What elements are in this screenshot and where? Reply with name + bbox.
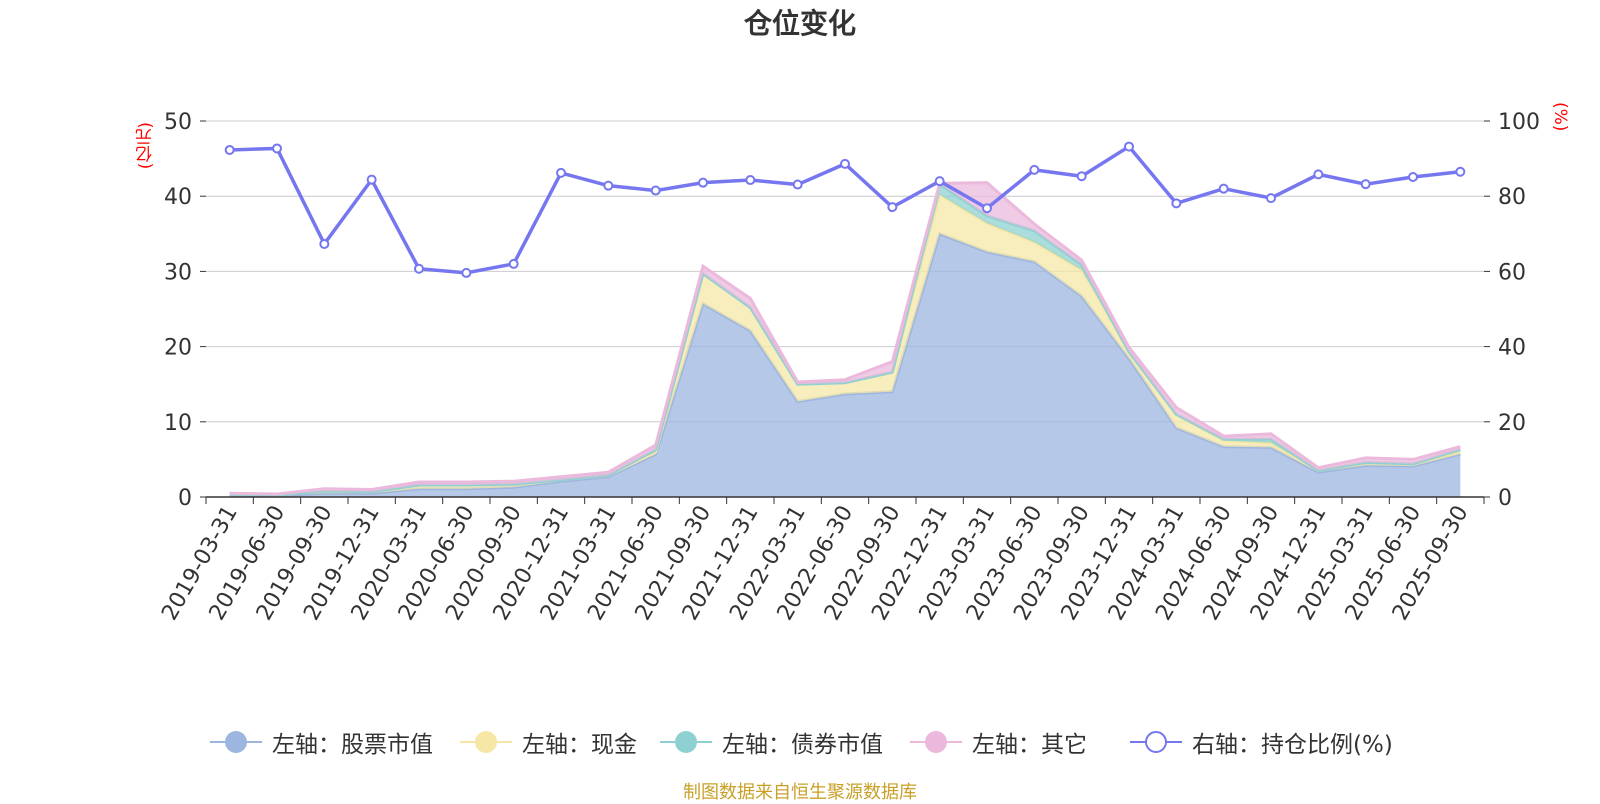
legend-item[interactable]: 左轴：其它 <box>910 722 1087 762</box>
legend-label: 左轴：其它 <box>972 732 1087 758</box>
ratio-point <box>1029 164 1040 175</box>
left-tick-label: 40 <box>164 185 192 210</box>
chart-title: 仓位变化 <box>743 7 856 40</box>
ratio-point <box>792 179 803 190</box>
ratio-point <box>698 177 708 188</box>
right-axis-unit: (%) <box>1550 102 1570 132</box>
ratio-point <box>887 202 898 213</box>
ratio-point <box>556 167 566 178</box>
legend-swatch-icon <box>1130 722 1182 762</box>
ratio-point <box>650 185 661 196</box>
area-edge-左轴：其它 <box>229 181 1461 496</box>
legend-swatch-icon <box>210 722 262 762</box>
right-tick-label: 20 <box>1498 411 1526 436</box>
ratio-point <box>319 238 330 249</box>
legend-item[interactable]: 右轴：持仓比例(%) <box>1130 722 1393 762</box>
ratio-point <box>1124 141 1134 152</box>
ratio-point <box>745 175 756 186</box>
ratio-point <box>366 174 377 185</box>
area-左轴：股票市值 <box>229 233 1461 498</box>
legend-label: 左轴：现金 <box>522 732 637 758</box>
left-tick-label: 10 <box>164 411 192 436</box>
legend-swatch-icon <box>910 722 962 762</box>
legend-swatch-icon <box>460 722 512 762</box>
ratio-point <box>603 180 614 191</box>
left-tick-label: 20 <box>164 336 192 361</box>
ratio-point <box>1218 183 1229 194</box>
ratio-point <box>1313 169 1324 180</box>
ratio-point <box>1408 172 1418 183</box>
left-tick-label: 0 <box>178 486 192 511</box>
legend-item[interactable]: 左轴：股票市值 <box>210 722 433 762</box>
right-tick-label: 100 <box>1498 110 1540 135</box>
ratio-point <box>1076 171 1087 182</box>
right-tick-label: 0 <box>1498 486 1512 511</box>
ratio-point <box>1455 166 1466 177</box>
legend-swatch-icon <box>660 722 712 762</box>
ratio-point <box>1171 198 1182 209</box>
left-tick-label: 50 <box>164 110 192 135</box>
ratio-point <box>272 143 282 154</box>
legend-label: 右轴：持仓比例(%) <box>1192 732 1393 758</box>
right-tick-label: 80 <box>1498 185 1526 210</box>
left-tick-label: 30 <box>164 260 192 285</box>
ratio-point <box>934 176 945 187</box>
ratio-point <box>508 258 519 269</box>
ratio-point <box>1360 179 1371 190</box>
ratio-point <box>1266 193 1276 204</box>
legend-label: 左轴：股票市值 <box>272 732 433 758</box>
legend-item[interactable]: 左轴：现金 <box>460 722 637 762</box>
right-tick-label: 40 <box>1498 336 1526 361</box>
ratio-point <box>840 158 850 169</box>
legend-label: 左轴：债券市值 <box>722 732 883 758</box>
source-note: 制图数据来自恒生聚源数据库 <box>683 782 917 803</box>
ratio-point <box>414 263 424 274</box>
stacked-areas <box>229 181 1461 498</box>
right-tick-label: 60 <box>1498 260 1526 285</box>
legend: 左轴：股票市值 左轴：现金 左轴：债券市值 左轴：其它 右轴：持仓比例(%) <box>0 722 1600 762</box>
legend-item[interactable]: 左轴：债券市值 <box>660 722 883 762</box>
ratio-point <box>224 144 235 155</box>
ratio-point <box>461 267 472 278</box>
ratio-line <box>224 141 1466 278</box>
ratio-point <box>982 203 992 214</box>
